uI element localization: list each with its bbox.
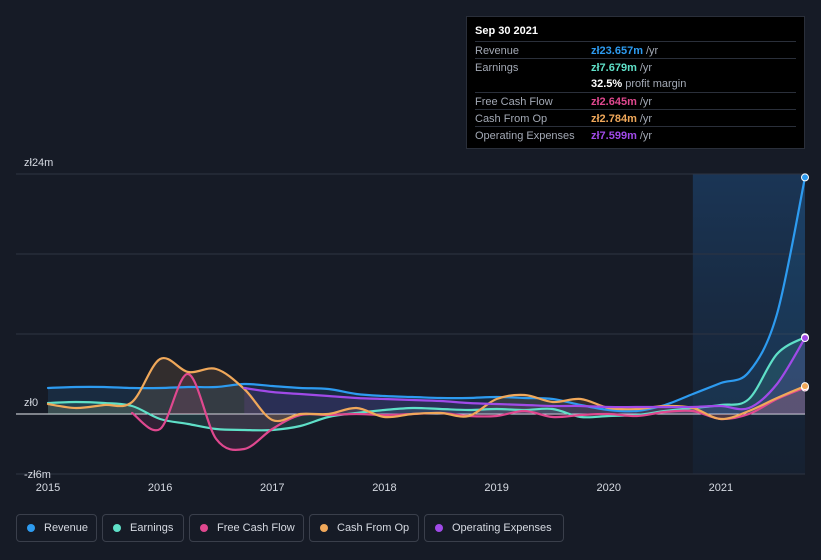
legend-item-free-cash-flow[interactable]: Free Cash Flow [189,514,304,542]
legend-dot-icon [320,524,328,532]
gridlines [16,173,805,475]
tooltip-row-cash-from-op: Cash From Op zł2.784m/yr [475,109,796,127]
y-axis: zł24m zł0 -zł6m [24,157,53,481]
legend-label: Operating Expenses [452,522,552,534]
tooltip-row-revenue: Revenue zł23.657m/yr [475,41,796,59]
area-cash-from-op [48,358,805,422]
x-tick-label: 2015 [36,482,60,494]
tooltip-value: zł23.657m/yr [591,45,659,57]
legend-item-revenue[interactable]: Revenue [16,514,97,542]
tooltip: Sep 30 2021 Revenue zł23.657m/yr Earning… [466,16,805,149]
tooltip-label: Revenue [475,45,520,57]
x-tick-label: 2020 [596,482,620,494]
tooltip-value: zł2.784m/yr [591,113,653,125]
tooltip-row-operating-expenses: Operating Expenses zł7.599m/yr [475,126,796,144]
x-tick-label: 2016 [148,482,172,494]
forecast-highlight-band [692,174,805,474]
legend-item-operating-expenses[interactable]: Operating Expenses [424,514,564,542]
line-earnings [46,336,807,432]
legend-label: Revenue [44,522,89,534]
y-tick-label: zł0 [24,397,38,409]
tooltip-value: zł2.645m/yr [591,96,653,108]
legend-dot-icon [27,524,35,532]
tooltip-value: 32.5% profit margin [591,78,687,90]
endpoint-operating-expenses [801,334,809,343]
tooltip-label: Free Cash Flow [475,96,553,108]
endpoint-revenue [801,173,809,182]
legend-item-cash-from-op[interactable]: Cash From Op [309,514,419,542]
x-axis: 2015 2016 2017 2018 2019 2020 2021 [36,482,733,494]
tooltip-value: zł7.599m/yr [591,130,653,142]
area-operating-expenses [244,338,806,414]
legend-item-earnings[interactable]: Earnings [102,514,184,542]
tooltip-date: Sep 30 2021 [475,25,538,37]
y-tick-label: -zł6m [24,469,51,481]
legend-label: Cash From Op [337,522,410,534]
tooltip-label: Operating Expenses [475,130,575,142]
x-tick-label: 2021 [709,482,733,494]
endpoint-cash-from-op [801,382,809,391]
x-tick-label: 2019 [484,482,508,494]
tooltip-label: Earnings [475,62,519,74]
legend-label: Earnings [130,522,174,534]
x-tick-label: 2017 [260,482,284,494]
legend-dot-icon [113,524,121,532]
area-earnings [48,337,805,431]
tooltip-row-profit-margin: 32.5% profit margin [475,75,796,92]
legend-dot-icon [200,524,208,532]
tooltip-label: Cash From Op [475,113,548,125]
legend-label: Free Cash Flow [217,522,295,534]
legend-dot-icon [435,524,443,532]
series-endpoints [801,173,809,392]
tooltip-row-earnings: Earnings zł7.679m/yr [475,58,796,76]
tooltip-value: zł7.679m/yr [591,62,653,74]
tooltip-row-free-cash-flow: Free Cash Flow zł2.645m/yr [475,92,796,110]
line-revenue [46,176,807,413]
line-operating-expenses [243,336,807,411]
x-tick-label: 2018 [372,482,396,494]
y-tick-label: zł24m [24,157,53,169]
series-lines [46,176,807,452]
area-revenue [48,177,805,414]
